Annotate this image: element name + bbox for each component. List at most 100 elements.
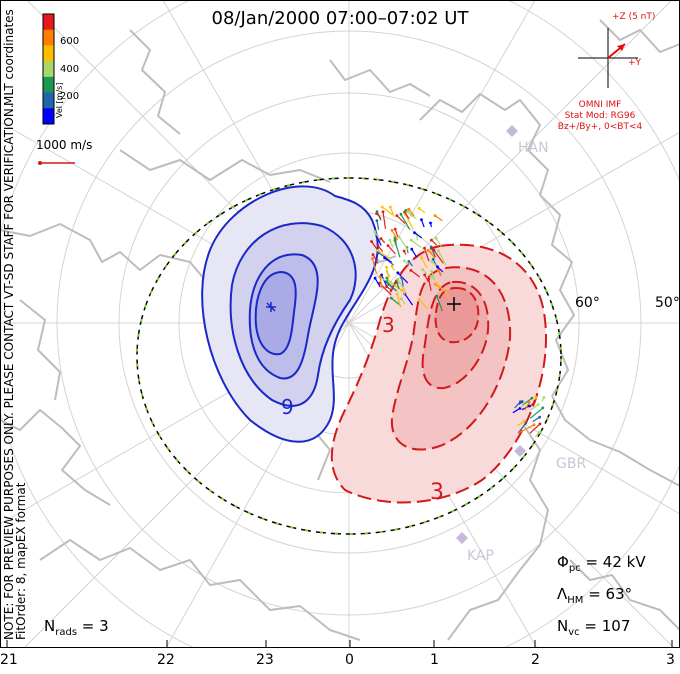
- velocity-vector: [386, 267, 390, 284]
- velocity-vector: [397, 278, 407, 293]
- velocity-vector: [376, 213, 382, 219]
- velocity-vector: [430, 275, 435, 281]
- imf-info: OMNI IMF Stat Mod: RG96 Bz+/By+, 0<BT<4: [520, 100, 680, 133]
- station-han-label: HAN: [518, 140, 549, 156]
- negative-potential-cell: [201, 185, 379, 443]
- mlt-label-0: 0: [345, 652, 354, 668]
- station-markers: [456, 125, 526, 544]
- station-kap-label: KAP: [467, 548, 494, 564]
- velocity-vector: [436, 295, 443, 312]
- velocity-vector: [380, 238, 386, 244]
- velocity-vector: [541, 397, 545, 402]
- station-kap-marker: [456, 532, 468, 544]
- velocity-vector: [396, 293, 402, 308]
- velocity-vector: [374, 231, 382, 242]
- velocity-vector: [379, 276, 383, 289]
- velocity-vector: [524, 402, 530, 411]
- velocity-vector: [430, 239, 438, 246]
- velocity-vector: [394, 228, 399, 238]
- lat-label-60: 60°: [575, 295, 600, 311]
- velocity-vector: [411, 248, 418, 258]
- velocity-vector: [418, 298, 428, 310]
- velocity-vector: [404, 293, 414, 306]
- mlt-label-21: 21: [0, 652, 18, 668]
- colorbar-band: [43, 108, 54, 125]
- velocity-vector: [420, 219, 425, 228]
- velocity-vector: [400, 213, 411, 230]
- velocity-vector: [394, 240, 401, 258]
- mlt-label-2: 2: [531, 652, 540, 668]
- velocity-vector: [522, 397, 533, 406]
- lat-label-50: 50°: [655, 295, 680, 311]
- contour-label-positive-outer: 3: [430, 480, 444, 505]
- hmb-latitude: ΛHM = 63°: [557, 585, 633, 606]
- imf-z-label: +Z (5 nT): [612, 12, 656, 22]
- fit-order-note: FitOrder: 8, mapEX format: [14, 482, 28, 640]
- velocity-vector: [384, 257, 393, 263]
- velocity-vector: [382, 211, 387, 229]
- velocity-vector: [428, 278, 432, 291]
- velocity-vector: [372, 254, 379, 264]
- velocity-vector: [404, 211, 410, 219]
- velocity-vector: [396, 282, 400, 290]
- imf-dial: [578, 28, 638, 88]
- imf-conditions: Bz+/By+, 0<BT<4: [557, 122, 643, 132]
- colorbar-band: [43, 61, 54, 78]
- colorbar-band: [43, 14, 54, 31]
- radar-count: Nrads = 3: [44, 617, 109, 638]
- coords-note: MLT coordinates: [2, 9, 16, 106]
- velocity-vector: [418, 207, 426, 214]
- mlt-label-3: 3: [666, 652, 675, 668]
- colorbar-band: [43, 29, 54, 46]
- mlt-label-23: 23: [256, 652, 274, 668]
- colorbar-tick-400: 400: [60, 64, 80, 75]
- station-gbr-label: GBR: [556, 456, 587, 472]
- velocity-vector: [429, 222, 433, 228]
- imf-source: OMNI IMF: [578, 100, 622, 110]
- positive-cell-center-icon: [447, 297, 461, 311]
- velocity-vector: [401, 277, 404, 287]
- velocity-vector: [518, 424, 535, 434]
- velocity-vector: [391, 230, 399, 241]
- velocity-vector: [389, 206, 395, 217]
- velocity-vector: [436, 283, 450, 296]
- colorbar-band: [43, 76, 54, 94]
- velocity-vector: [517, 422, 527, 434]
- velocity-vector: [385, 281, 397, 292]
- positive-potential-cell: [330, 243, 547, 504]
- scale-vector: [38, 161, 75, 165]
- mlt-label-1: 1: [430, 652, 439, 668]
- negative-cell-center-icon: [266, 302, 276, 312]
- velocity-colorbar: [42, 13, 55, 125]
- velocity-vector: [403, 250, 407, 255]
- contour-label-negative: 9: [281, 395, 294, 419]
- velocity-vector: [434, 215, 443, 222]
- velocity-vector: [423, 248, 430, 262]
- colorbar-band: [43, 45, 54, 62]
- velocity-vector: [437, 266, 444, 273]
- velocity-vector: [534, 432, 540, 438]
- map-title: 08/Jan/2000 07:00–07:02 UT: [211, 8, 469, 29]
- velocity-vector: [376, 220, 380, 230]
- velocity-vector: [408, 208, 415, 217]
- velocity-vector: [387, 245, 396, 255]
- velocity-vectors: [370, 205, 546, 438]
- velocity-vector: [530, 404, 539, 411]
- velocity-vector: [377, 250, 391, 260]
- velocity-vector: [407, 211, 417, 220]
- velocity-vector: [435, 237, 443, 248]
- velocity-vector: [371, 258, 378, 274]
- velocity-vector: [437, 269, 442, 277]
- station-gbr-marker: [514, 445, 526, 457]
- velocity-vector: [512, 407, 521, 414]
- velocity-vector: [400, 298, 406, 305]
- velocity-vector: [410, 269, 420, 278]
- velocity-vector: [386, 286, 393, 291]
- velocity-vector: [433, 249, 444, 264]
- velocity-vector: [398, 236, 409, 251]
- velocity-vector: [410, 239, 422, 249]
- velocity-vector: [404, 214, 414, 230]
- imf-stat-mod: Stat Mod: RG96: [564, 111, 636, 121]
- velocity-vector: [401, 289, 406, 296]
